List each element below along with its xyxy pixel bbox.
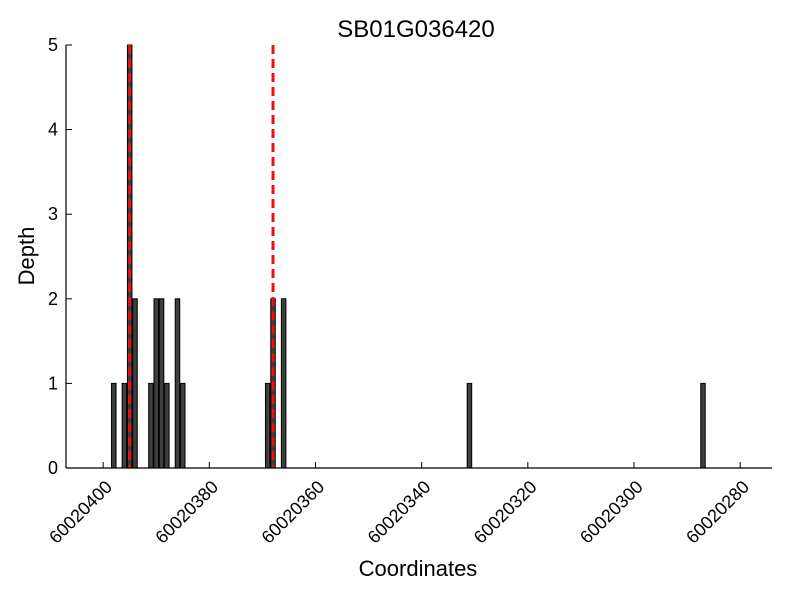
bar bbox=[121, 382, 128, 469]
bar bbox=[132, 298, 138, 469]
bar bbox=[700, 382, 706, 469]
y-tick-label: 3 bbox=[48, 204, 58, 224]
x-tick-label: 60020380 bbox=[151, 477, 222, 548]
bar bbox=[153, 298, 159, 469]
bar bbox=[158, 298, 165, 469]
x-tick-label: 60020360 bbox=[258, 477, 329, 548]
x-tick-label: 60020320 bbox=[470, 477, 541, 548]
y-axis-label: Depth bbox=[14, 227, 39, 286]
x-tick-label: 60020300 bbox=[576, 477, 647, 548]
bar bbox=[174, 298, 181, 469]
plot-area: 0 1 2 3 4 5 60020400 60020380 60020360 60020340 60… bbox=[45, 35, 772, 547]
x-axis-label: Coordinates bbox=[359, 556, 478, 581]
x-tick-label: 60020400 bbox=[45, 477, 116, 548]
bar bbox=[264, 382, 271, 469]
bar bbox=[466, 382, 473, 469]
bar bbox=[180, 382, 186, 469]
bar bbox=[164, 382, 170, 469]
x-tick-label: 60020340 bbox=[364, 477, 435, 548]
bar bbox=[111, 382, 117, 469]
chart-title: SB01G036420 bbox=[337, 16, 494, 43]
y-tick-label: 1 bbox=[48, 373, 58, 393]
y-tick-label: 0 bbox=[48, 458, 58, 478]
x-tick-label: 60020280 bbox=[682, 477, 753, 548]
bar bbox=[280, 298, 287, 469]
y-tick-label: 5 bbox=[48, 35, 58, 55]
bar bbox=[148, 382, 154, 469]
y-tick-label: 2 bbox=[48, 289, 58, 309]
y-tick-label: 4 bbox=[48, 120, 58, 140]
